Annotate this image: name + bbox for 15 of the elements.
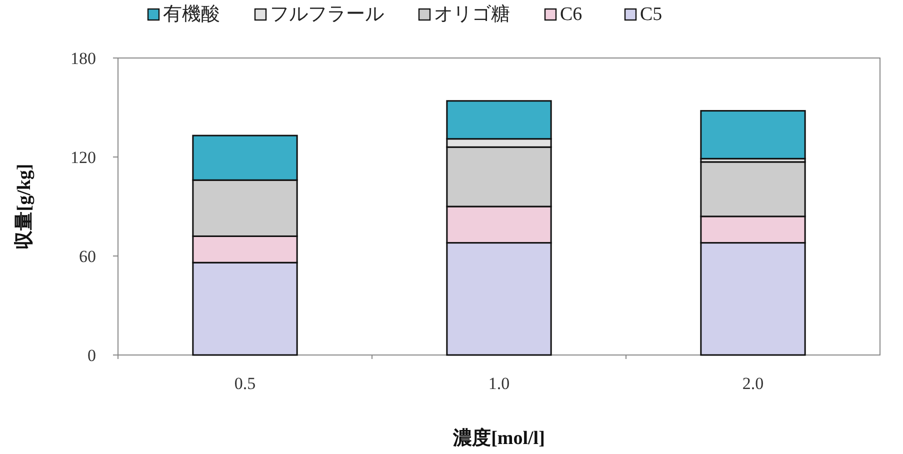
y-tick-label: 60 — [79, 247, 96, 266]
bar — [700, 110, 806, 160]
x-tick-label: 2.0 — [742, 374, 764, 393]
y-tick-label: 0 — [88, 346, 96, 365]
legend-label: C6 — [560, 4, 582, 25]
legend-label: オリゴ糖 — [434, 4, 510, 25]
x-axis-title: 濃度[mol/l] — [452, 427, 545, 449]
legend-label: 有機酸 — [163, 4, 220, 25]
x-tick-label: 0.5 — [234, 374, 256, 393]
y-axis-title: 収量[g/kg] — [13, 164, 35, 250]
y-tick-label: 120 — [70, 148, 96, 167]
legend-label: C5 — [640, 4, 662, 25]
y-tick-label: 180 — [70, 49, 96, 68]
legend-label: フルフラール — [270, 4, 384, 25]
x-tick-label: 1.0 — [488, 374, 510, 393]
